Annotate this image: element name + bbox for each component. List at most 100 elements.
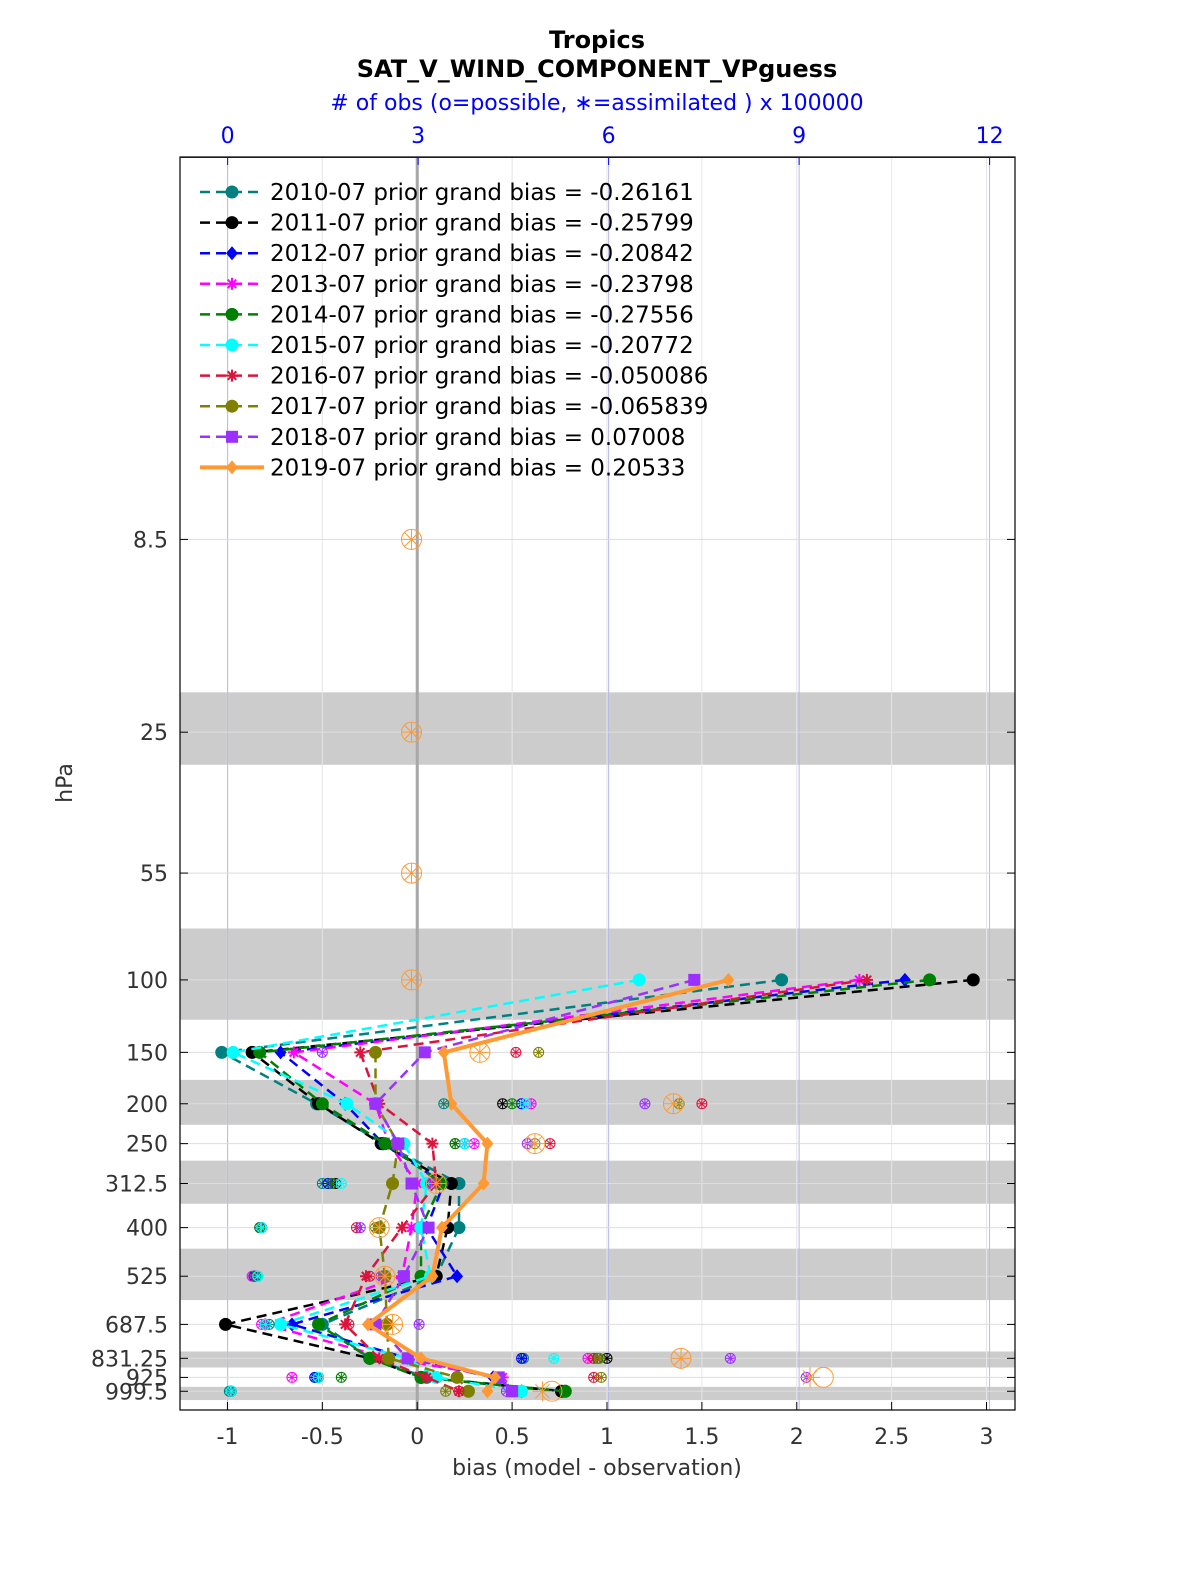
shaded-band <box>180 1079 1015 1125</box>
data-point <box>401 1352 414 1365</box>
marker-shape <box>225 185 239 199</box>
asterisk-stroke <box>451 1139 460 1148</box>
data-point <box>923 973 937 987</box>
marker-shape <box>225 399 239 413</box>
legend-entry: 2015-07 prior grand bias = -0.20772 <box>270 333 694 359</box>
marker-shape <box>450 1370 464 1384</box>
data-point <box>396 1221 409 1234</box>
y-tick-label: 150 <box>126 1041 168 1066</box>
asterisk-stroke <box>595 1354 604 1363</box>
asterisk-stroke <box>428 1176 444 1191</box>
y-tick-label: 100 <box>126 969 168 994</box>
marker-shape <box>397 1270 410 1283</box>
obs-assimilated-marker <box>639 1098 650 1109</box>
data-point <box>489 1370 502 1385</box>
marker-stroke <box>355 1047 366 1058</box>
marker-stroke <box>406 1222 417 1233</box>
data-point <box>215 1045 229 1059</box>
y-tick-label: 55 <box>140 862 168 887</box>
shaded-bands <box>180 692 1015 1401</box>
obs-assimilated-marker <box>414 1319 425 1330</box>
asterisk-stroke <box>365 1272 374 1281</box>
asterisk-stroke <box>508 1099 516 1108</box>
marker-shape <box>225 338 239 352</box>
shaded-band <box>180 1160 1015 1204</box>
marker-shape <box>226 1045 240 1059</box>
marker-shape <box>225 216 239 230</box>
asterisk-stroke <box>337 1179 346 1188</box>
data-point <box>426 1137 439 1150</box>
legend-marker <box>225 216 239 230</box>
y-tick-label: 400 <box>126 1217 168 1242</box>
marker-stroke <box>427 1138 438 1149</box>
legend-entry: 2012-07 prior grand bias = -0.20842 <box>270 241 694 267</box>
asterisk-stroke <box>665 1096 681 1112</box>
data-point <box>405 1177 418 1190</box>
legend-entry: 2017-07 prior grand bias = -0.065839 <box>270 394 708 420</box>
x-tick-label: 3 <box>980 1425 994 1450</box>
legend-marker <box>225 307 239 321</box>
legend-entry: 2010-07 prior grand bias = -0.26161 <box>270 180 694 206</box>
asterisk-stroke <box>470 1139 479 1148</box>
marker-shape <box>445 1096 458 1111</box>
obs-assimilated-marker <box>533 1047 544 1058</box>
data-point <box>386 1177 400 1191</box>
obs-assimilated-marker <box>532 1381 553 1402</box>
data-point <box>361 1317 374 1332</box>
obs-assimilated-marker <box>260 1319 271 1330</box>
data-point <box>437 1045 450 1060</box>
y-tick-label: 25 <box>140 721 168 746</box>
marker-shape <box>415 1351 428 1366</box>
obs-assimilated-marker <box>336 1372 347 1383</box>
marker-stroke <box>374 1353 385 1364</box>
asterisk-stroke <box>472 1044 488 1060</box>
asterisk-stroke <box>589 1354 598 1363</box>
data-point <box>315 1097 329 1111</box>
marker-shape <box>489 1370 502 1385</box>
obs-assimilated-marker <box>374 1266 395 1287</box>
marker-shape <box>451 1269 464 1284</box>
obs-assimilated-marker <box>426 1173 447 1194</box>
asterisk-stroke <box>527 1099 535 1108</box>
data-point <box>966 973 980 987</box>
asterisk-stroke <box>502 1387 511 1396</box>
asterisk-stroke <box>345 1320 353 1329</box>
obs-assimilated-marker <box>663 1093 684 1114</box>
obs-assimilated-marker <box>355 1222 366 1233</box>
data-point <box>688 973 701 986</box>
asterisk-stroke <box>534 1048 543 1057</box>
x-tick-label: -1 <box>216 1425 238 1450</box>
asterisk-stroke <box>318 1048 327 1057</box>
asterisk-stroke <box>498 1099 507 1108</box>
marker-shape <box>315 1097 329 1111</box>
marker-shape <box>481 1136 494 1151</box>
data-point <box>477 1176 490 1191</box>
data-point <box>481 1384 494 1399</box>
obs-assimilated-marker <box>401 969 422 990</box>
top-tick-label: 12 <box>976 124 1004 149</box>
data-point <box>312 1317 326 1331</box>
data-point <box>226 1045 240 1059</box>
data-point <box>632 973 646 987</box>
marker-shape <box>558 1384 572 1398</box>
legend-marker <box>226 430 238 443</box>
obs-assimilated-marker <box>401 529 422 550</box>
y-tick-label: 200 <box>126 1093 168 1118</box>
data-point <box>274 1045 287 1060</box>
marker-stroke <box>421 1372 432 1383</box>
marker-shape <box>481 1384 494 1399</box>
top-axis-label: # of obs (o=possible, ∗=assimilated ) x … <box>330 91 863 116</box>
y-tick-label: 831.25 <box>91 1347 168 1372</box>
marker-shape <box>226 246 238 261</box>
marker-shape <box>437 1045 450 1060</box>
asterisk-stroke <box>288 1373 296 1382</box>
legend-entry: 2013-07 prior grand bias = -0.23798 <box>270 272 694 298</box>
marker-shape <box>477 1176 490 1191</box>
legend-entry: 2016-07 prior grand bias = -0.050086 <box>270 364 708 390</box>
obs-assimilated-marker <box>588 1353 599 1364</box>
chart-title: Tropics <box>549 26 645 54</box>
legend-marker <box>226 369 238 382</box>
asterisk-stroke <box>337 1373 346 1382</box>
marker-shape <box>340 1097 354 1111</box>
